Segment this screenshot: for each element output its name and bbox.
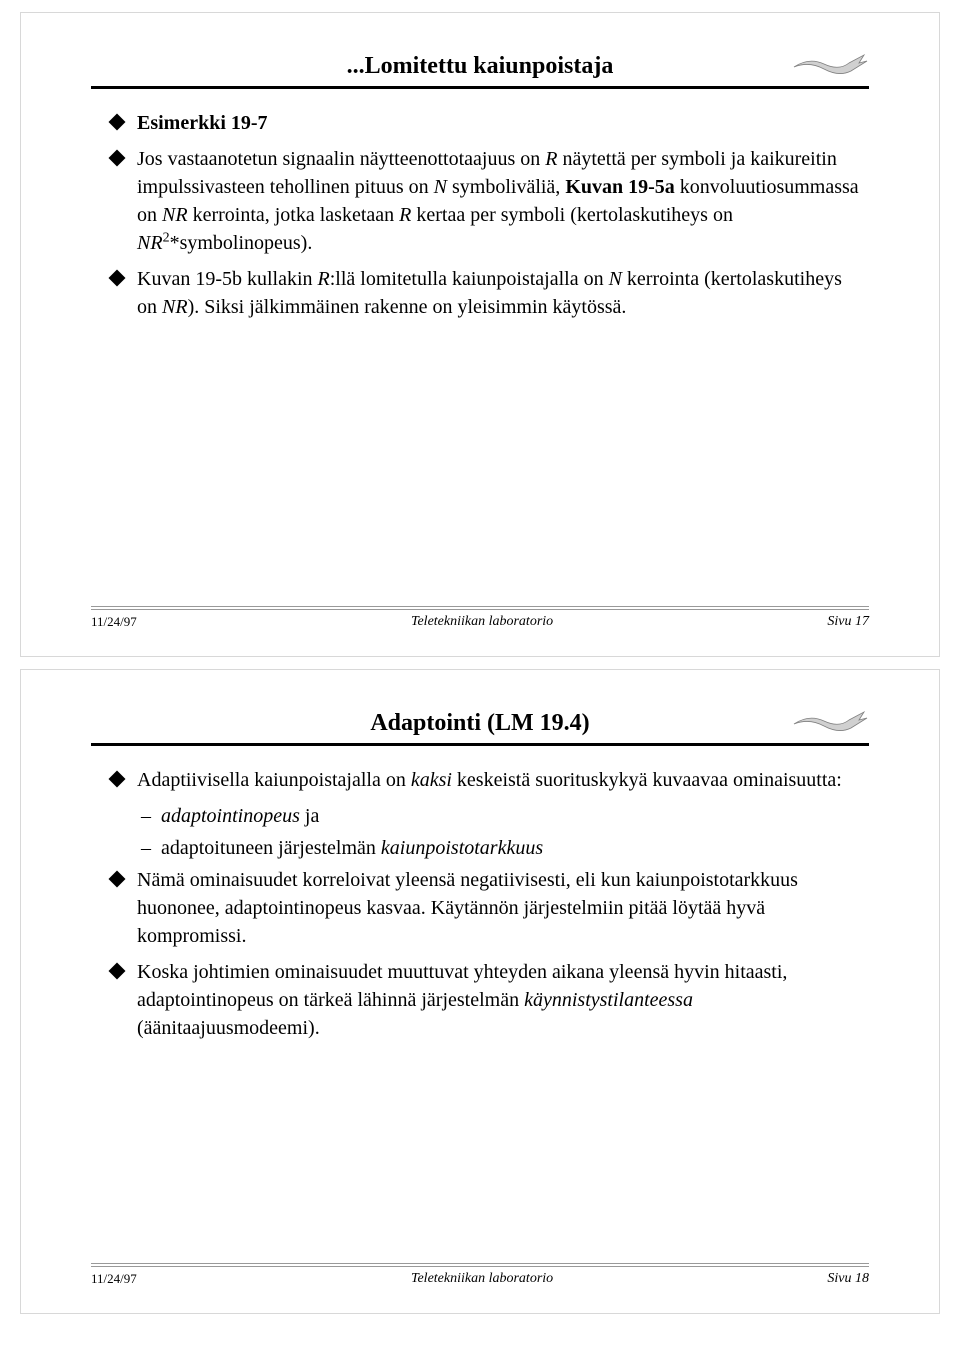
text-span: keskeistä suorituskykyä kuvaavaa ominais… [452,769,842,791]
bullet-text: Nämä ominaisuudet korreloivat yleensä ne… [137,866,859,950]
text-span: symboliväliä, [447,176,565,198]
var-NR: NR [137,232,163,254]
slide-header: ...Lomitettu kaiunpoistaja [91,53,869,89]
ref-kuva: Kuvan 19-5a [565,176,674,198]
slide-17: ...Lomitettu kaiunpoistaja Esimerkki 19-… [20,12,940,657]
sub-text: adaptoituneen järjestelmän kaiunpoistota… [161,834,859,862]
footer-page: Sivu 18 [827,1271,869,1287]
bullet-text: Jos vastaanotetun signaalin näytteenotto… [137,145,859,257]
var-R: R [399,204,411,226]
logo-icon [789,706,869,736]
slide-content: Adaptiivisella kaiunpoistajalla on kaksi… [91,766,869,1042]
sub-item: – adaptoituneen järjestelmän kaiunpoisto… [141,834,859,862]
bullet-text: Kuvan 19-5b kullakin R:llä lomitetulla k… [137,265,859,321]
sub-item: – adaptointinopeus ja [141,802,859,830]
text-span: (äänitaajuusmodeemi). [137,1017,320,1039]
dash-bullet-icon: – [141,834,151,862]
diamond-bullet-icon [109,150,126,167]
diamond-bullet-icon [109,270,126,287]
bullet-text: Koska johtimien ominaisuudet muuttuvat y… [137,958,859,1042]
superscript: 2 [163,230,170,245]
slide-content: Esimerkki 19-7 Jos vastaanotetun signaal… [91,109,869,321]
logo-icon [789,49,869,79]
var-R: R [545,148,557,170]
bullet-item: Kuvan 19-5b kullakin R:llä lomitetulla k… [111,265,859,321]
text-span: Jos vastaanotetun signaalin näytteenotto… [137,148,545,170]
text-span: *symbolinopeus). [170,232,313,254]
slide-18: Adaptointi (LM 19.4) Adaptiivisella kaiu… [20,669,940,1314]
text-span: kertaa per symboli (kertolaskutiheys on [411,204,733,226]
italic-text: kaiunpoistotarkkuus [381,837,543,859]
slide-footer: 11/24/97 Teletekniikan laboratorio Sivu … [91,1266,869,1287]
var-R: R [318,268,330,290]
diamond-bullet-icon [109,963,126,980]
text-span: ). Siksi jälkimmäinen rakenne on yleisim… [188,296,627,318]
italic-text: kaksi [411,769,452,791]
italic-text: adaptointinopeus [161,805,300,827]
footer-center: Teletekniikan laboratorio [411,1271,553,1287]
bullet-item: Esimerkki 19-7 [111,109,859,137]
text-span: :llä lomitetulla kaiunpoistajalla on [330,268,609,290]
footer-date: 11/24/97 [91,614,137,630]
footer-page: Sivu 17 [827,614,869,630]
diamond-bullet-icon [109,114,126,131]
sub-text: adaptointinopeus ja [161,802,859,830]
slide-title: Adaptointi (LM 19.4) [91,710,869,737]
text-span: Kuvan 19-5b kullakin [137,268,318,290]
var-NR: NR [162,296,188,318]
var-NR: NR [162,204,188,226]
text-span: Adaptiivisella kaiunpoistajalla on [137,769,411,791]
bullet-item: Nämä ominaisuudet korreloivat yleensä ne… [111,866,859,950]
bullet-item: Jos vastaanotetun signaalin näytteenotto… [111,145,859,257]
bullet-text: Adaptiivisella kaiunpoistajalla on kaksi… [137,766,859,794]
text-span: adaptoituneen järjestelmän [161,837,381,859]
var-N: N [434,176,447,198]
text-span: kerrointa, jotka lasketaan [188,204,400,226]
diamond-bullet-icon [109,871,126,888]
italic-text: käynnistystilanteessa [524,989,693,1011]
var-N: N [609,268,622,290]
slide-header: Adaptointi (LM 19.4) [91,710,869,746]
dash-bullet-icon: – [141,802,151,830]
bullet-item: Adaptiivisella kaiunpoistajalla on kaksi… [111,766,859,794]
bullet-text: Esimerkki 19-7 [137,109,859,137]
footer-date: 11/24/97 [91,1271,137,1287]
slide-footer: 11/24/97 Teletekniikan laboratorio Sivu … [91,609,869,630]
slide-title: ...Lomitettu kaiunpoistaja [91,53,869,80]
diamond-bullet-icon [109,771,126,788]
footer-center: Teletekniikan laboratorio [411,614,553,630]
text-span: ja [300,805,319,827]
bullet-item: Koska johtimien ominaisuudet muuttuvat y… [111,958,859,1042]
